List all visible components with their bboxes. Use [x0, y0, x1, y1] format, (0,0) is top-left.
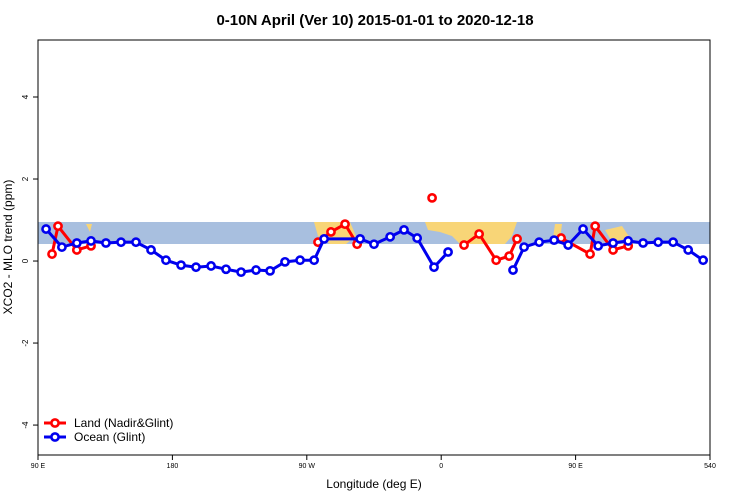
point — [412, 233, 423, 243]
y-tick-label: -2 — [21, 339, 30, 347]
y-tick-label: 4 — [21, 94, 30, 99]
y-tick-label: -4 — [21, 421, 30, 429]
point — [265, 265, 275, 276]
point — [236, 267, 246, 278]
point — [56, 242, 67, 252]
point — [608, 238, 618, 248]
point — [161, 255, 171, 266]
point — [474, 229, 485, 239]
point — [369, 239, 379, 250]
point — [578, 224, 588, 234]
point — [504, 251, 515, 262]
point — [53, 221, 63, 232]
x-tick-label: 540 — [704, 463, 716, 470]
y-tick-label: 0 — [21, 258, 30, 263]
point — [427, 192, 437, 203]
x-tick-label: 0 — [439, 463, 443, 470]
point — [221, 264, 231, 275]
point — [385, 231, 396, 242]
point — [280, 256, 290, 267]
legend-label: Land (Nadir&Glint) — [74, 416, 173, 430]
point — [491, 255, 502, 266]
point — [355, 233, 366, 244]
x-tick-label: 90 W — [299, 463, 316, 470]
point — [512, 233, 522, 244]
point — [429, 262, 439, 273]
y-tick-label: 2 — [21, 176, 30, 181]
point — [399, 224, 409, 235]
point — [326, 227, 336, 237]
point — [443, 247, 453, 257]
point — [116, 237, 126, 248]
point — [585, 249, 595, 259]
series-line — [50, 222, 629, 262]
point — [508, 265, 518, 275]
point — [251, 265, 261, 275]
land-patch — [86, 224, 92, 232]
legend-marker — [50, 418, 60, 428]
point — [623, 236, 634, 246]
point — [683, 245, 694, 255]
point — [309, 255, 320, 266]
point — [698, 255, 709, 266]
point — [340, 219, 350, 230]
land-patch — [425, 222, 517, 244]
x-tick-label: 90 E — [568, 463, 583, 470]
plot-frame — [37, 39, 711, 456]
point — [549, 235, 559, 246]
point — [319, 233, 330, 244]
point — [295, 255, 305, 266]
point — [47, 249, 57, 259]
legend-label: Ocean (Glint) — [74, 430, 145, 444]
point — [206, 261, 216, 271]
point — [590, 221, 601, 232]
x-tick-label: 180 — [167, 463, 179, 470]
x-tick-label: 90 E — [31, 463, 46, 470]
point — [41, 224, 51, 234]
point — [653, 237, 664, 248]
point — [668, 237, 679, 248]
point — [638, 238, 648, 248]
point — [131, 237, 141, 248]
point — [146, 245, 156, 255]
legend-marker — [50, 432, 60, 442]
point — [593, 240, 604, 251]
point — [176, 260, 186, 271]
point — [86, 236, 96, 246]
point — [563, 240, 574, 250]
point — [191, 262, 201, 273]
x-axis-label: Longitude (deg E) — [326, 477, 421, 491]
chart-title: 0-10N April (Ver 10) 2015-01-01 to 2020-… — [216, 12, 533, 29]
point — [519, 242, 529, 252]
point — [459, 240, 469, 250]
point — [534, 237, 545, 248]
land-patch — [605, 226, 630, 242]
point — [71, 238, 82, 248]
point — [101, 238, 111, 248]
y-axis-label: XCO2 - MLO trend (ppm) — [1, 180, 15, 315]
